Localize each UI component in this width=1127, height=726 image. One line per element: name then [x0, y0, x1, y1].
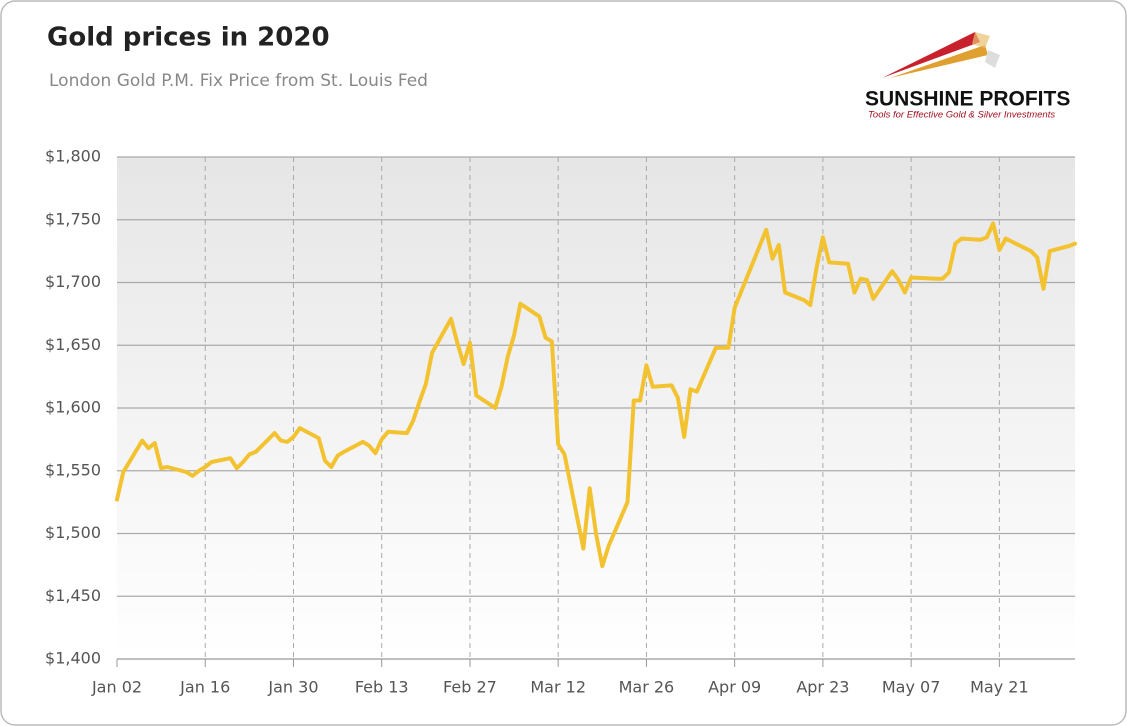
price-line	[115, 221, 1077, 569]
y-tick-label: $1,400	[45, 649, 101, 668]
x-tick-label: Jan 30	[267, 678, 318, 697]
x-tick-label: Feb 13	[355, 678, 409, 697]
x-tick-label: May 21	[970, 678, 1029, 697]
y-tick-label: $1,800	[45, 147, 101, 166]
y-tick-label: $1,500	[45, 523, 101, 542]
y-tick-label: $1,600	[45, 398, 101, 417]
logo: SUNSHINE PROFITS Tools for Effective Gol…	[865, 32, 1070, 121]
chart-title: Gold prices in 2020	[47, 23, 330, 53]
y-tick-label: $1,450	[45, 586, 101, 605]
logo-shine	[985, 50, 1000, 68]
x-tick-label: Mar 26	[619, 678, 675, 697]
y-tick-label: $1,650	[45, 335, 101, 354]
logo-ray	[882, 32, 980, 78]
y-tick-label: $1,700	[45, 272, 101, 291]
logo-shine	[972, 32, 990, 48]
logo-ray	[890, 45, 988, 78]
x-tick-label: Feb 27	[443, 678, 497, 697]
y-tick-label: $1,550	[45, 460, 101, 479]
x-tick-label: Apr 09	[708, 678, 761, 697]
x-tick-label: Mar 12	[530, 678, 586, 697]
logo-tagline: Tools for Effective Gold & Silver Invest…	[868, 110, 1055, 121]
x-tick-label: Apr 23	[796, 678, 849, 697]
x-tick-label: Jan 02	[91, 678, 142, 697]
x-tick-label: May 07	[882, 678, 941, 697]
y-tick-label: $1,750	[45, 209, 101, 228]
x-tick-label: Jan 16	[179, 678, 230, 697]
chart-subtitle: London Gold P.M. Fix Price from St. Loui…	[49, 71, 428, 91]
logo-name: SUNSHINE PROFITS	[865, 88, 1070, 111]
